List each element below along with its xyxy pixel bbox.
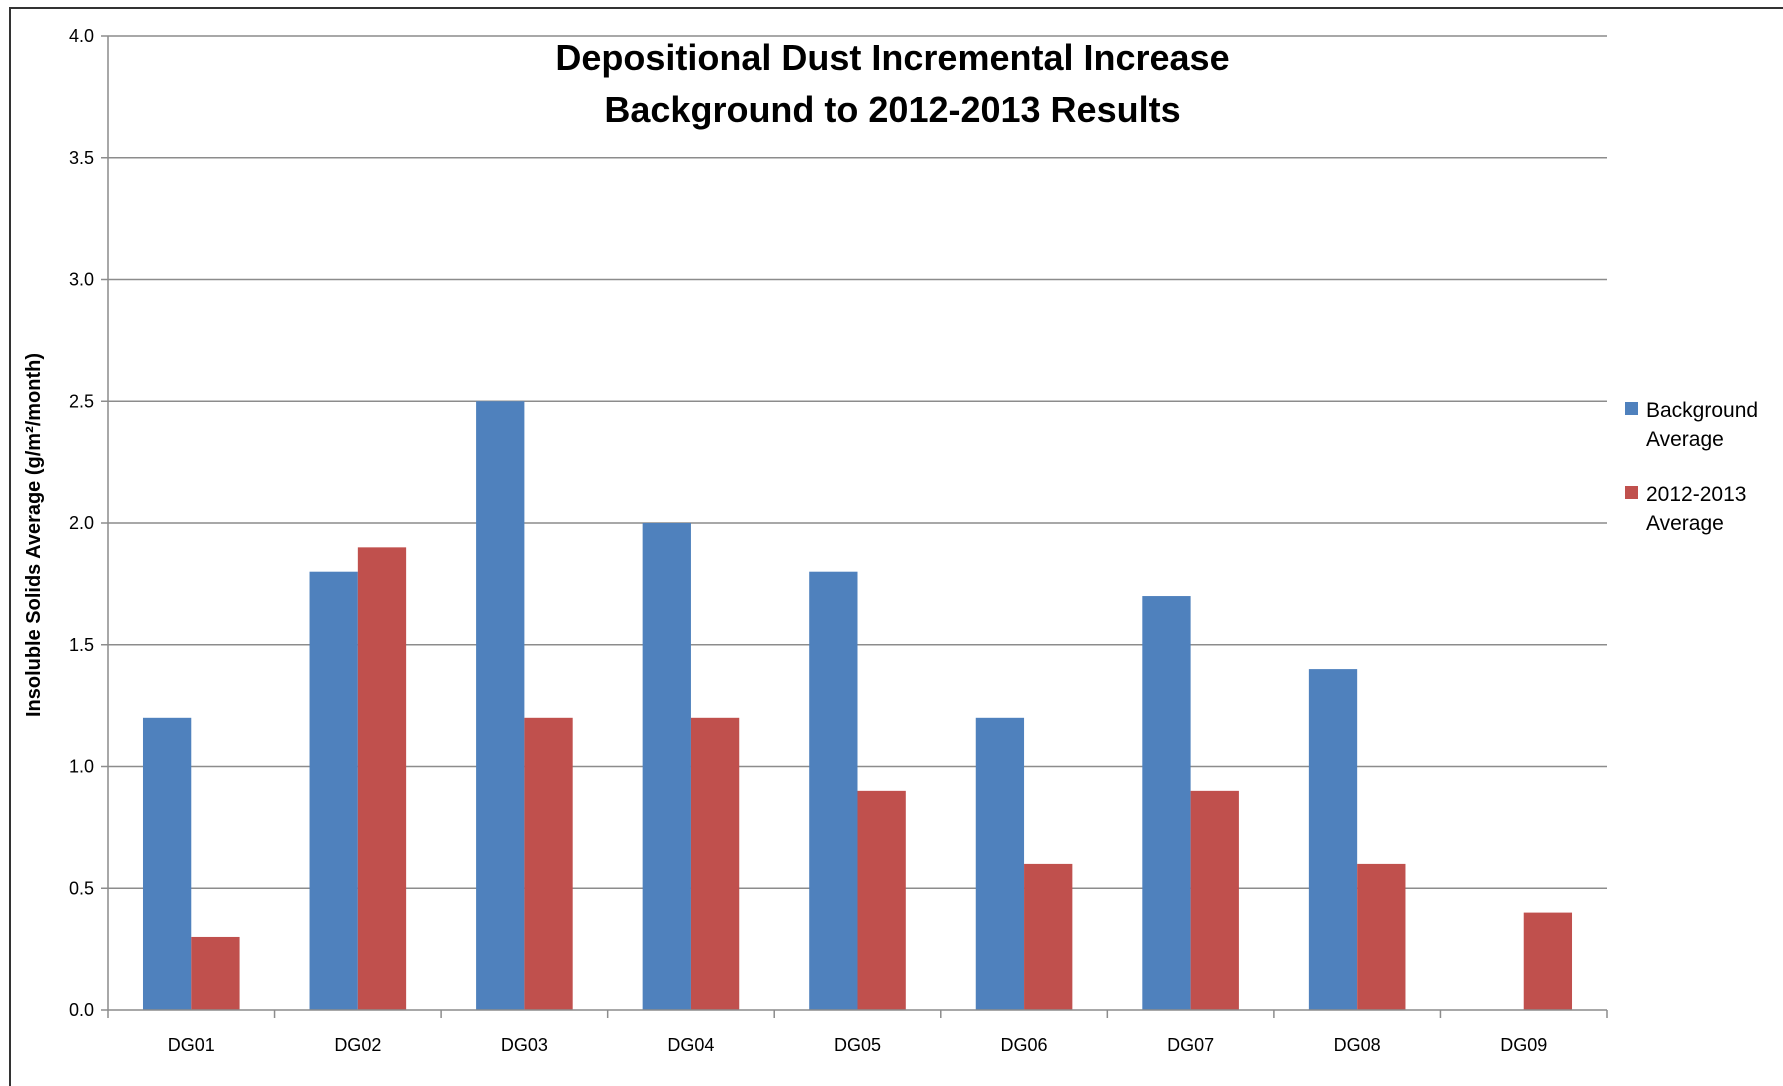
bar-2012-2013-dg05 [857,790,906,1010]
y-tick-label: 1.0 [69,757,94,777]
bar-background-dg02 [309,571,358,1010]
legend: Background Average 2012-2013 Average [1625,399,1758,535]
x-tick-label: DG02 [334,1035,381,1055]
y-tick-label: 2.0 [69,513,94,533]
y-tick-label: 1.5 [69,635,94,655]
x-tick-label: DG06 [1001,1035,1048,1055]
y-tick-label: 3.0 [69,270,94,290]
bar-background-dg07 [1142,596,1191,1010]
y-tick-label: 0.0 [69,1000,94,1020]
bar-background-dg01 [142,717,192,1010]
bar-background-dg06 [975,717,1025,1010]
bar-2012-2013-dg09 [1523,912,1573,1010]
x-tick-labels: DG01 DG02 DG03 DG04 DG05 DG06 DG07 DG08 DG09 [168,1035,1547,1055]
bar-background-dg03 [476,401,525,1010]
x-tick-label: DG07 [1167,1035,1214,1055]
y-tick-label: 4.0 [69,26,94,46]
y-tick-labels: 0.0 0.5 1.0 1.5 2.0 2.5 3.0 3.5 4.0 [69,26,94,1020]
bar-background-dg08 [1308,669,1358,1010]
y-tick-label: 0.5 [69,878,94,898]
x-tick-label: DG03 [501,1035,548,1055]
bar-2012-2013-dg03 [524,717,573,1010]
y-tick-label: 3.5 [69,148,94,168]
chart-border [9,7,1783,1086]
bar-2012-2013-dg08 [1357,863,1406,1010]
bar-2012-2013-dg02 [357,547,407,1010]
chart-title-line: Depositional Dust Incremental Increase [555,37,1229,78]
x-tick-label: DG04 [667,1035,714,1055]
y-axis-label: Insoluble Solids Average (g/m²/month) [23,353,45,717]
bar-background-dg04 [642,523,691,1010]
x-tick-label: DG09 [1500,1035,1547,1055]
bar-background-dg05 [809,571,858,1010]
legend-label: Average [1646,512,1724,535]
legend-label: Background [1646,399,1758,422]
legend-swatch [1625,486,1638,499]
y-tick-label: 2.5 [69,391,94,411]
x-tick-label: DG08 [1334,1035,1381,1055]
axes [101,35,1608,1018]
chart-title: Depositional Dust Incremental Increase Ba… [555,37,1229,130]
bar-2012-2013-dg07 [1190,790,1239,1010]
x-tick-label: DG05 [834,1035,881,1055]
bar-2012-2013-dg04 [690,717,740,1010]
x-tick-label: DG01 [168,1035,215,1055]
bar-2012-2013-dg06 [1024,863,1073,1010]
legend-label: Average [1646,428,1724,451]
chart-title-line: Background to 2012-2013 Results [604,89,1180,130]
bar-2012-2013-dg01 [191,936,240,1010]
legend-label: 2012-2013 [1646,483,1746,506]
bars [142,401,1573,1010]
legend-swatch [1625,402,1638,415]
